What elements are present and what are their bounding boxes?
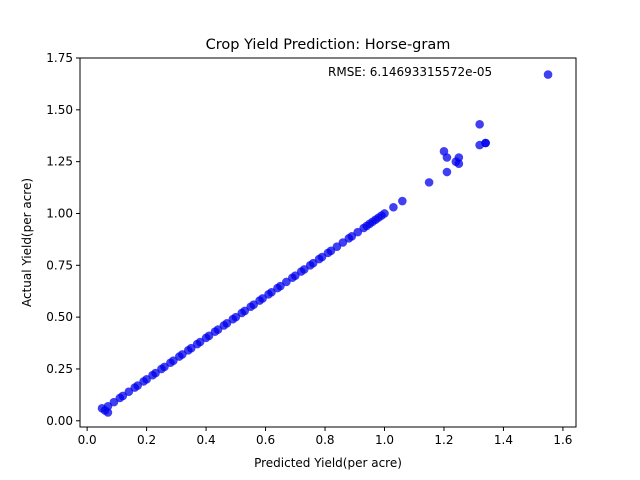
- x-tick-label: 0.0: [78, 433, 97, 447]
- x-tick-label: 0.8: [315, 433, 334, 447]
- y-axis-ticks: 0.00 0.25 0.50 0.75 1.00 1.25 1.50 1.75: [46, 51, 80, 428]
- rmse-annotation: RMSE: 6.14693315572e-05: [328, 65, 492, 79]
- chart-title: Crop Yield Prediction: Horse-gram: [206, 37, 451, 53]
- x-tick-label: 1.6: [553, 433, 572, 447]
- data-point: [454, 153, 464, 162]
- data-points: [97, 70, 553, 417]
- y-tick-label: 1.25: [46, 155, 73, 169]
- y-tick-label: 0.75: [46, 258, 73, 272]
- x-tick-label: 0.2: [137, 433, 156, 447]
- y-tick-label: 1.75: [46, 51, 73, 65]
- data-point: [398, 196, 407, 206]
- x-tick-label: 0.4: [197, 433, 216, 447]
- data-point: [481, 138, 490, 148]
- data-point: [442, 167, 452, 177]
- x-tick-label: 1.4: [494, 433, 513, 447]
- data-point: [454, 159, 464, 169]
- plot-area-frame: [79, 57, 577, 428]
- y-tick-label: 0.00: [46, 414, 73, 428]
- y-tick-label: 1.50: [46, 103, 73, 117]
- y-axis-label: Actual Yield(per acre): [20, 178, 34, 307]
- data-point: [389, 202, 398, 212]
- data-point: [380, 209, 389, 218]
- x-tick-label: 1.2: [434, 433, 453, 447]
- data-point: [103, 408, 113, 417]
- data-point: [475, 120, 484, 129]
- data-point: [543, 70, 553, 79]
- data-point: [424, 178, 434, 187]
- x-axis-ticks: 0.0 0.2 0.4 0.6 0.8 1.0 1.2 1.4 1.6: [78, 427, 572, 447]
- y-tick-label: 0.50: [46, 310, 73, 324]
- x-tick-label: 1.0: [375, 433, 394, 447]
- y-tick-label: 0.25: [46, 362, 73, 376]
- x-tick-label: 0.6: [256, 433, 275, 447]
- x-axis-label: Predicted Yield(per acre): [254, 456, 402, 470]
- y-tick-label: 1.00: [46, 206, 73, 220]
- data-point: [442, 153, 452, 162]
